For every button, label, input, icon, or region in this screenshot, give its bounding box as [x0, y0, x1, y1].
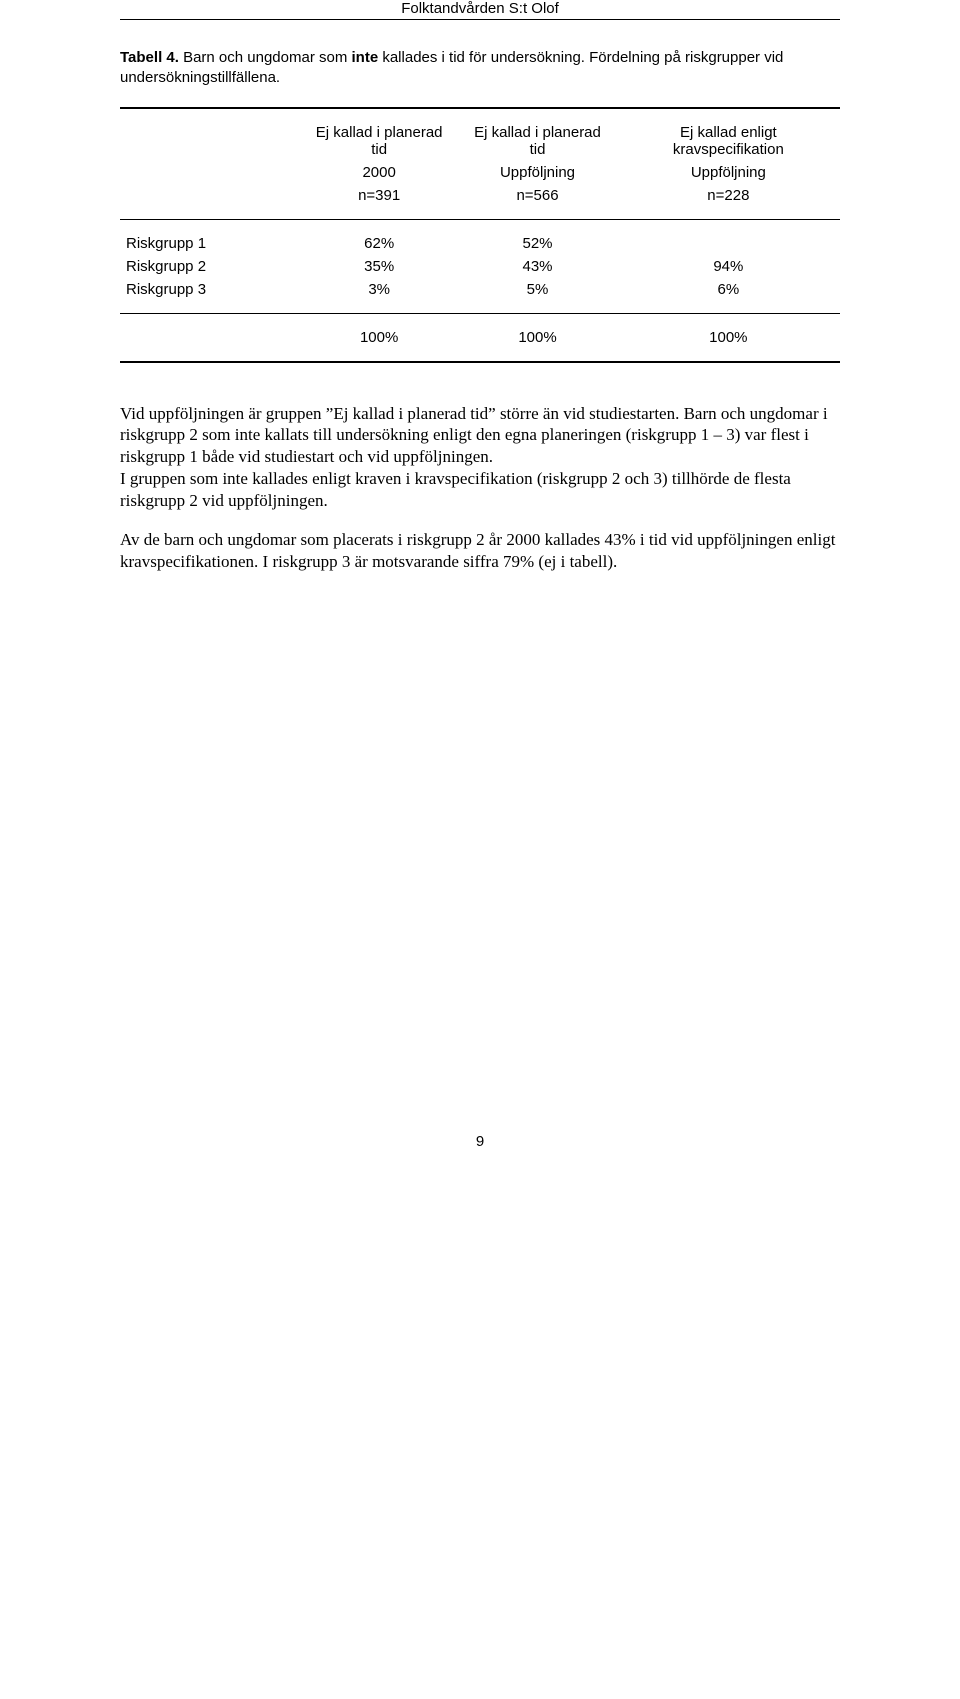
table-header-row3: n=391 n=566 n=228 — [120, 184, 840, 207]
paragraph-2: Av de barn och ungdomar som placerats i … — [120, 529, 840, 573]
row-label-0: Riskgrupp 1 — [120, 232, 300, 255]
paragraph-1a: Vid uppföljningen är gruppen ”Ej kallad … — [120, 404, 828, 467]
caption-bold: inte — [352, 49, 379, 66]
caption-prefix: Tabell 4. — [120, 49, 183, 66]
total-2: 100% — [617, 326, 840, 349]
cell-2-1: 5% — [458, 278, 616, 301]
page-header: Folktandvården S:t Olof — [120, 0, 840, 19]
total-0: 100% — [300, 326, 458, 349]
cell-2-2: 6% — [617, 278, 840, 301]
col-h2-1: Uppföljning — [458, 161, 616, 184]
cell-0-2 — [617, 232, 840, 255]
col-h1-1: Ej kallad i planerad tid — [458, 121, 616, 161]
data-table: Ej kallad i planerad tid Ej kallad i pla… — [120, 107, 840, 375]
col-h3-0: n=391 — [300, 184, 458, 207]
cell-0-0: 62% — [300, 232, 458, 255]
row-label-2: Riskgrupp 3 — [120, 278, 300, 301]
col-h2-2: Uppföljning — [617, 161, 840, 184]
table-row: Riskgrupp 1 62% 52% — [120, 232, 840, 255]
col-h1-2: Ej kallad enligt kravspecifikation — [617, 121, 840, 161]
col-h3-2: n=228 — [617, 184, 840, 207]
cell-1-1: 43% — [458, 255, 616, 278]
cell-2-0: 3% — [300, 278, 458, 301]
cell-1-0: 35% — [300, 255, 458, 278]
table-header-row2: 2000 Uppföljning Uppföljning — [120, 161, 840, 184]
total-label — [120, 326, 300, 349]
cell-1-2: 94% — [617, 255, 840, 278]
total-1: 100% — [458, 326, 616, 349]
col-h3-1: n=566 — [458, 184, 616, 207]
table-total-row: 100% 100% 100% — [120, 326, 840, 349]
row-label-1: Riskgrupp 2 — [120, 255, 300, 278]
cell-0-1: 52% — [458, 232, 616, 255]
table-caption: Tabell 4. Barn och ungdomar som inte kal… — [120, 48, 840, 89]
header-rule — [120, 19, 840, 20]
body-text: Vid uppföljningen är gruppen ”Ej kallad … — [120, 403, 840, 573]
table-row: Riskgrupp 3 3% 5% 6% — [120, 278, 840, 301]
table-row: Riskgrupp 2 35% 43% 94% — [120, 255, 840, 278]
col-h2-0: 2000 — [300, 161, 458, 184]
page-number: 9 — [120, 1133, 840, 1150]
table-header-row1: Ej kallad i planerad tid Ej kallad i pla… — [120, 121, 840, 161]
col-h1-0: Ej kallad i planerad tid — [300, 121, 458, 161]
caption-mid1: Barn och ungdomar som — [183, 49, 351, 66]
paragraph-1b: I gruppen som inte kallades enligt krave… — [120, 469, 791, 510]
